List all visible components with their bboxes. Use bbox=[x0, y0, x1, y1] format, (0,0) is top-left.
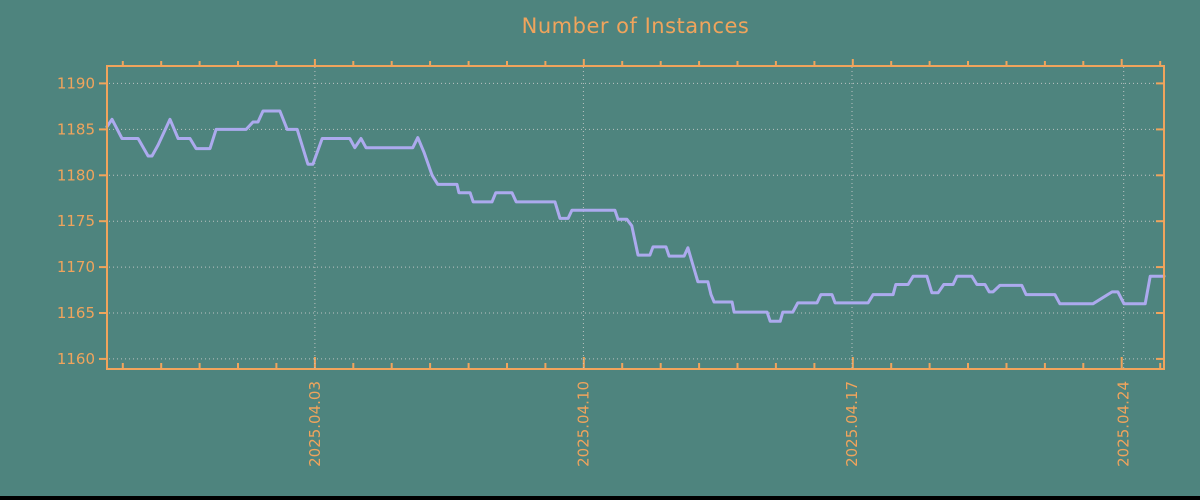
y-gridlines bbox=[109, 82, 1162, 360]
plot-frame bbox=[106, 65, 1165, 370]
y-tick-label: 1190 bbox=[57, 74, 95, 92]
y-tick-label: 1165 bbox=[57, 304, 95, 322]
axis-ticks bbox=[99, 59, 1164, 369]
x-tick-label: 2025.04.24 bbox=[1115, 381, 1133, 467]
y-tick-label: 1160 bbox=[57, 350, 95, 368]
chart-title: Number of Instances bbox=[521, 14, 750, 38]
y-tick-label: 1170 bbox=[57, 258, 95, 276]
bottom-bar bbox=[0, 496, 1200, 500]
y-tick-label: 1185 bbox=[57, 120, 95, 138]
x-axis-labels: 2025.04.03 2025.04.10 2025.04.17 2025.04.24 bbox=[306, 381, 1133, 467]
x-tick-label: 2025.04.10 bbox=[574, 381, 592, 467]
y-axis-labels: 1160 1165 1170 1175 1180 1185 1190 bbox=[57, 74, 95, 368]
y-tick-label: 1175 bbox=[57, 212, 95, 230]
x-gridlines bbox=[314, 67, 1125, 368]
data-line bbox=[105, 109, 1166, 323]
x-tick-label: 2025.04.17 bbox=[843, 381, 861, 467]
x-tick-label: 2025.04.03 bbox=[306, 381, 324, 467]
y-tick-label: 1180 bbox=[57, 166, 95, 184]
